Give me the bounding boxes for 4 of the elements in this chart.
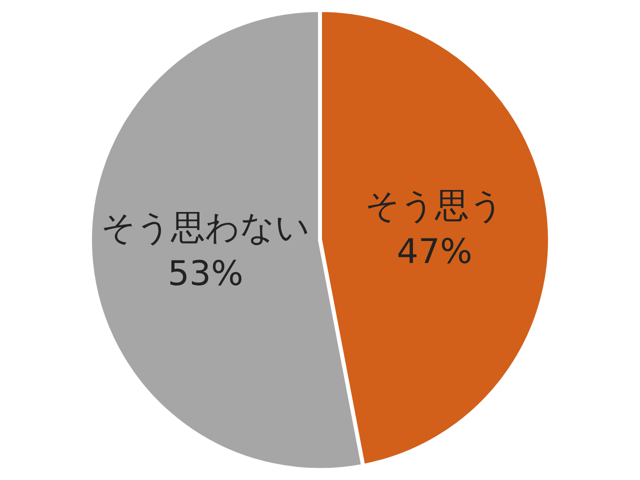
data-label: 47% xyxy=(396,232,472,272)
slice-label: そう思う xyxy=(364,186,504,226)
data-label: 53% xyxy=(168,254,244,294)
slice-label: そう思わない xyxy=(101,208,310,248)
